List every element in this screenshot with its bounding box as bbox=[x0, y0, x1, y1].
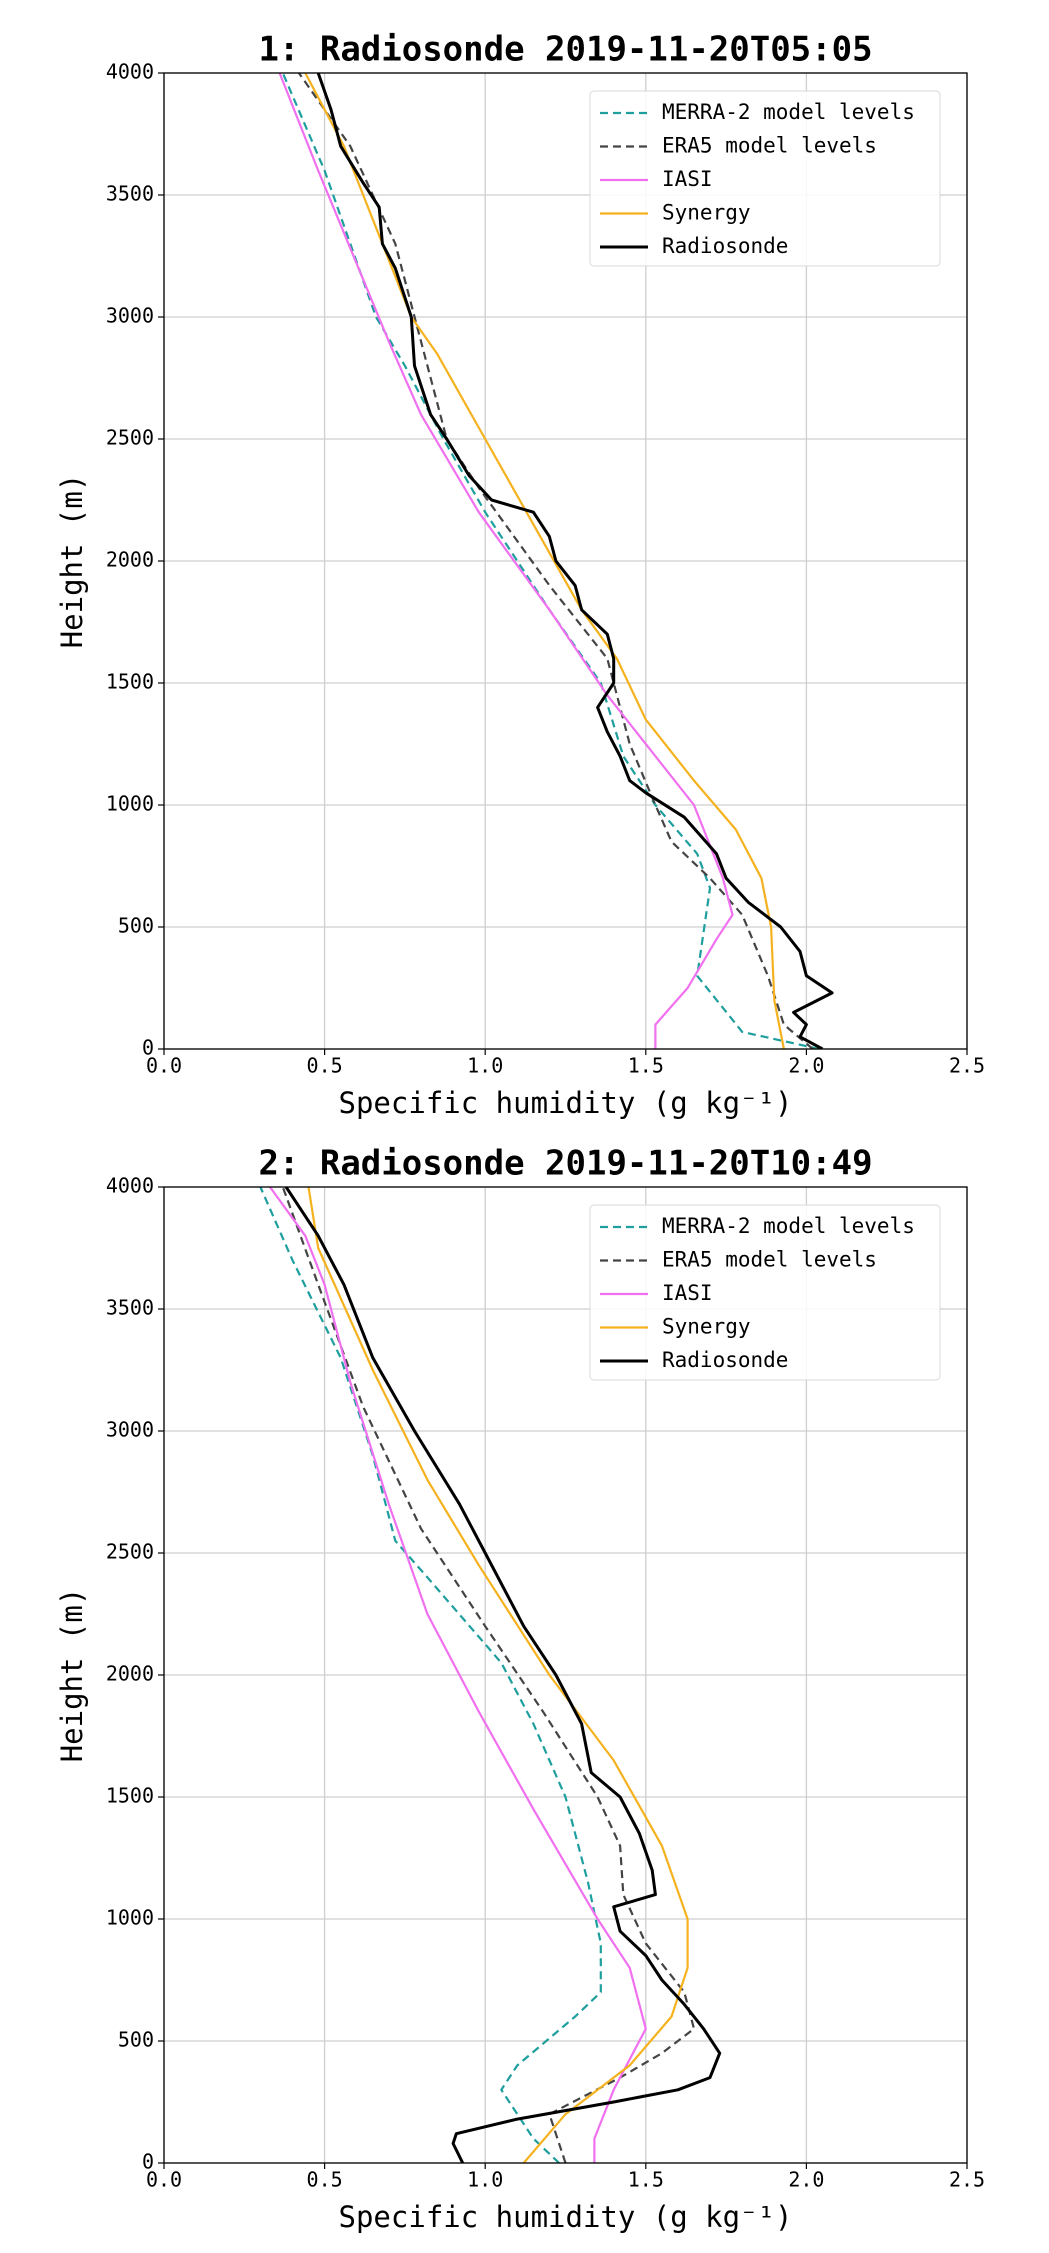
x-tick-label: 0.0 bbox=[146, 1054, 182, 1078]
y-tick-label: 2500 bbox=[106, 1540, 154, 1564]
chart-title: 2: Radiosonde 2019-11-20T10:49 bbox=[258, 1144, 872, 1184]
y-tick-label: 3000 bbox=[106, 1418, 154, 1442]
legend-label: Radiosonde bbox=[662, 234, 788, 258]
chart-title: 1: Radiosonde 2019-11-20T05:05 bbox=[258, 30, 872, 70]
series-line bbox=[316, 73, 834, 1049]
y-tick-label: 1500 bbox=[106, 670, 154, 694]
x-tick-label: 2.0 bbox=[788, 2168, 824, 2192]
y-axis-label: Height (m) bbox=[55, 474, 89, 649]
series-line bbox=[307, 1187, 689, 2163]
y-tick-label: 1000 bbox=[106, 1906, 154, 1930]
y-tick-label: 500 bbox=[118, 2028, 154, 2052]
y-tick-label: 1500 bbox=[106, 1784, 154, 1808]
legend-label: ERA5 model levels bbox=[662, 1248, 877, 1272]
legend-label: MERRA-2 model levels bbox=[662, 1214, 915, 1238]
y-tick-label: 500 bbox=[118, 914, 154, 938]
series-line bbox=[259, 1187, 602, 2163]
x-tick-label: 0.5 bbox=[307, 2168, 343, 2192]
y-tick-label: 0 bbox=[142, 2150, 154, 2174]
legend-box bbox=[589, 1204, 941, 1381]
legend-label: Synergy bbox=[662, 201, 751, 225]
y-tick-label: 1000 bbox=[106, 792, 154, 816]
series-line bbox=[304, 73, 785, 1049]
y-tick-label: 2500 bbox=[106, 426, 154, 450]
x-tick-label: 1.0 bbox=[467, 2168, 503, 2192]
y-tick-label: 4000 bbox=[106, 1174, 154, 1198]
chart: 2: Radiosonde 2019-11-20T10:49 0.0 0.5 1.0 1… bbox=[55, 1144, 985, 2235]
series-line bbox=[269, 1187, 647, 2163]
y-tick-label: 3500 bbox=[106, 1296, 154, 1320]
y-tick-label: 4000 bbox=[106, 60, 154, 84]
series-line bbox=[284, 1187, 722, 2163]
x-tick-label: 1.5 bbox=[628, 2168, 664, 2192]
x-tick-label: 2.0 bbox=[788, 1054, 824, 1078]
x-tick-label: 0.5 bbox=[307, 1054, 343, 1078]
plot-frame bbox=[163, 1186, 968, 2164]
y-tick-label: 0 bbox=[142, 1036, 154, 1060]
series-line bbox=[278, 73, 734, 1049]
legend-label: IASI bbox=[662, 167, 713, 191]
legend-box bbox=[589, 90, 941, 267]
plot-frame bbox=[163, 72, 968, 1050]
y-tick-label: 2000 bbox=[106, 1662, 154, 1686]
x-tick-label: 1.0 bbox=[467, 1054, 503, 1078]
legend-label: MERRA-2 model levels bbox=[662, 100, 915, 124]
y-tick-label: 3000 bbox=[106, 304, 154, 328]
series-line bbox=[297, 73, 814, 1049]
series-line bbox=[281, 1187, 696, 2163]
y-tick-label: 2000 bbox=[106, 548, 154, 572]
x-axis-label: Specific humidity (g kg⁻¹) bbox=[339, 2200, 793, 2234]
x-tick-label: 0.0 bbox=[146, 2168, 182, 2192]
x-tick-label: 1.5 bbox=[628, 1054, 664, 1078]
legend-label: IASI bbox=[662, 1281, 713, 1305]
x-tick-label: 2.5 bbox=[949, 2168, 985, 2192]
y-axis-label: Height (m) bbox=[55, 1588, 89, 1763]
y-tick-label: 3500 bbox=[106, 182, 154, 206]
legend-label: Synergy bbox=[662, 1315, 751, 1339]
x-tick-label: 2.5 bbox=[949, 1054, 985, 1078]
legend-label: ERA5 model levels bbox=[662, 134, 877, 158]
legend-label: Radiosonde bbox=[662, 1348, 788, 1372]
chart: 1: Radiosonde 2019-11-20T05:05 0.0 0.5 1.0 1… bbox=[55, 30, 985, 1121]
x-axis-label: Specific humidity (g kg⁻¹) bbox=[339, 1086, 793, 1120]
